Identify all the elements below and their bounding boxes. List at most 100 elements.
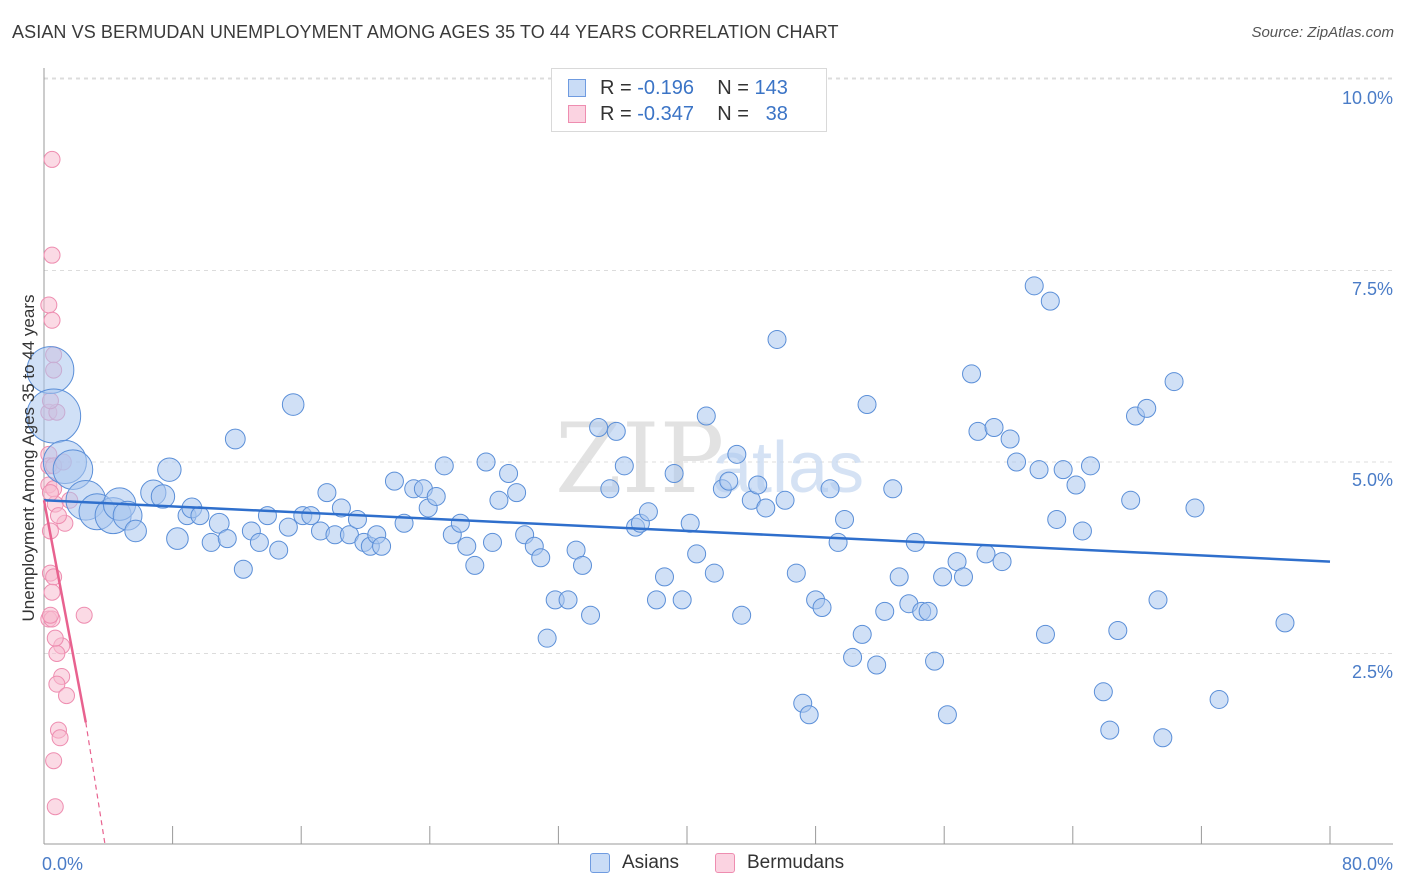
asians-point [976,544,996,564]
asians-point [1000,429,1020,449]
asians-point [124,519,147,543]
asians-point [1029,460,1049,480]
series-legend: Asians Bermudans [0,850,1406,880]
asians-point [1040,291,1060,311]
n-value: 143 [754,76,788,99]
asians-point [704,563,724,583]
asians-point [317,483,337,503]
asians-point [719,471,739,491]
r-label: R = [600,76,632,99]
asians-point [558,590,578,610]
asians-point [426,486,446,506]
bermudans-point [58,687,76,705]
asians-point [269,540,289,560]
bermudans-point [48,675,66,693]
asians-point [281,393,305,416]
bermudans-point [40,296,58,314]
asians-point [224,428,246,450]
asians-point [249,532,269,552]
asians-point [1275,613,1295,633]
axis-ticks [43,826,1331,844]
asians-point [867,655,887,675]
asians-point [654,567,674,587]
asians-point [875,601,895,621]
asians-point [1007,452,1027,472]
asians-point [672,590,692,610]
n-label: N = [717,76,749,99]
x-tick-label-min: 0.0% [42,854,83,874]
asians-point [918,601,938,621]
asians-point [581,605,601,625]
asians-point [1100,720,1120,740]
asians-point [600,479,620,499]
asians-point [589,418,609,438]
asians-point [937,705,957,725]
asians-points [26,276,1295,748]
asians-point [434,456,454,476]
x-tick-label-max: 80.0% [1342,854,1393,874]
asians-point [573,555,593,575]
asians-point [727,444,747,464]
asians-trend-line [43,499,1331,563]
bermudans-point [41,606,59,624]
asians-point [953,567,973,587]
asians-swatch [568,79,586,97]
bermudans-point [43,246,61,264]
bermudans-point [45,752,63,770]
asians-point [257,506,277,526]
asians-point [1072,521,1092,541]
asians-point [1035,624,1055,644]
asians-point [190,506,210,526]
watermark-zip: ZIP [555,403,724,515]
bermudans-legend-label: Bermudans [747,852,845,873]
legend-row-bermudans: R = -0.347 N = 38 [568,101,788,127]
asians-point [1153,728,1173,748]
legend-item-asians[interactable]: Asians [590,852,679,874]
asians-point [1137,398,1157,418]
asians-point [1053,460,1073,480]
bermudans-legend-swatch [715,853,735,873]
asians-point [482,532,502,552]
asians-point [696,406,716,426]
r-value: -0.196 [637,76,694,99]
bermudans-point [75,606,93,624]
trend-lines [42,499,1331,846]
legend-item-bermudans[interactable]: Bermudans [715,852,844,874]
asians-point [852,624,872,644]
asians-point [968,421,988,441]
asians-point [476,452,496,472]
asians-point [233,559,253,579]
y-tick-label-5-0: 5.0% [1352,470,1393,490]
asians-point [767,329,787,349]
asians-point [1209,689,1229,709]
asians-point [984,418,1004,438]
source-label: Source: ZipAtlas.com [1251,24,1394,41]
asians-point [925,651,945,671]
legend-row-asians: R = -0.196 N = 143 [568,75,788,101]
asians-point [933,567,953,587]
asians-point [301,506,321,526]
asians-point [614,456,634,476]
asians-point [843,647,863,667]
bermudans-point [51,729,69,747]
asians-point [1164,372,1184,392]
asians-point [457,536,477,556]
asians-point [499,463,519,483]
r-value: -0.347 [637,102,694,125]
asians-point [1080,456,1100,476]
watermark: ZIP atlas [555,403,864,515]
asians-point [687,544,707,564]
asians-point [606,421,626,441]
asians-legend-label: Asians [622,852,680,873]
asians-point [756,498,776,518]
asians-point [812,598,832,618]
asians-point [208,512,230,534]
asians-point [372,536,392,556]
asians-point [384,471,404,491]
asians-point [531,548,551,568]
asians-point [835,509,855,529]
asians-point [166,527,189,550]
asians-point [638,502,658,522]
asians-point [786,563,806,583]
asians-point [157,457,182,482]
